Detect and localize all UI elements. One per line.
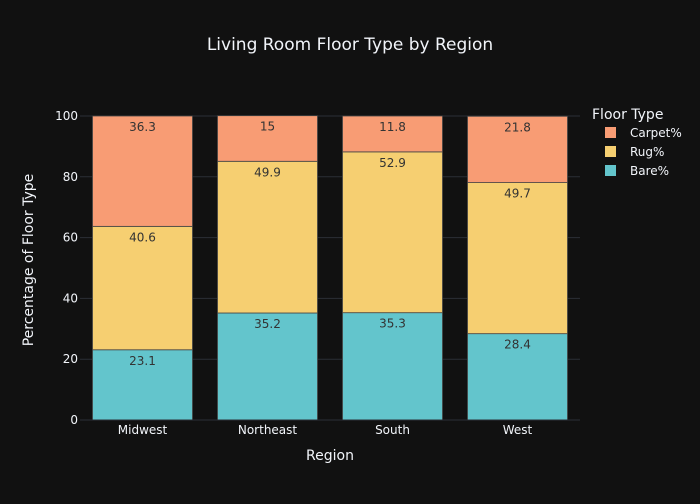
chart-title: Living Room Floor Type by Region bbox=[207, 35, 493, 55]
data-label: 49.7 bbox=[504, 187, 531, 201]
y-tick-label: 100 bbox=[55, 109, 78, 123]
legend-swatch bbox=[605, 165, 616, 176]
bar-carpet-northeast bbox=[217, 115, 318, 162]
bar-carpet-south bbox=[342, 115, 443, 153]
bar-bare-northeast bbox=[217, 312, 318, 421]
data-label: 28.4 bbox=[504, 338, 531, 352]
bar-rug-south bbox=[342, 151, 443, 314]
data-label: 52.9 bbox=[379, 156, 406, 170]
data-label: 36.3 bbox=[129, 120, 156, 134]
legend-swatch bbox=[605, 146, 616, 157]
x-tick-label: South bbox=[375, 423, 410, 437]
y-axis-title: Percentage of Floor Type bbox=[21, 174, 37, 347]
legend-item-label: Rug% bbox=[630, 145, 664, 159]
x-tick-label: Northeast bbox=[238, 423, 298, 437]
bar-rug-west bbox=[467, 182, 568, 335]
x-axis-title: Region bbox=[306, 448, 354, 464]
x-tick-label: Midwest bbox=[118, 423, 168, 437]
bar-rug-midwest bbox=[92, 225, 193, 351]
y-tick-label: 60 bbox=[63, 231, 78, 245]
y-tick-label: 80 bbox=[63, 170, 78, 184]
legend: Floor Type Carpet% Rug% Bare% bbox=[592, 107, 682, 178]
bar-bare-west bbox=[467, 333, 568, 421]
data-label: 15 bbox=[260, 120, 275, 134]
data-labels: 23.1 40.6 36.3 35.2 49.9 15 35.3 52.9 11.8 28.4 49… bbox=[129, 120, 531, 368]
legend-title: Floor Type bbox=[592, 107, 663, 123]
x-tick-label: West bbox=[503, 423, 533, 437]
data-label: 35.3 bbox=[379, 317, 406, 331]
data-label: 11.8 bbox=[379, 120, 406, 134]
y-tick-label: 20 bbox=[63, 352, 78, 366]
bar-carpet-midwest bbox=[92, 115, 193, 227]
axes: 0 20 40 60 80 100 Midwest Northeast South West bbox=[55, 109, 580, 437]
bar-carpet-west bbox=[467, 115, 568, 183]
data-label: 23.1 bbox=[129, 354, 156, 368]
data-label: 21.8 bbox=[504, 120, 531, 134]
bars bbox=[92, 115, 568, 421]
data-label: 35.2 bbox=[254, 317, 281, 331]
y-tick-label: 0 bbox=[70, 413, 78, 427]
y-tick-label: 40 bbox=[63, 291, 78, 305]
bar-bare-midwest bbox=[92, 349, 193, 421]
bar-rug-northeast bbox=[217, 160, 318, 314]
data-label: 49.9 bbox=[254, 165, 281, 179]
data-label: 40.6 bbox=[129, 230, 156, 244]
legend-item-label: Bare% bbox=[630, 164, 669, 178]
legend-swatch bbox=[605, 127, 616, 138]
legend-item-label: Carpet% bbox=[630, 126, 682, 140]
